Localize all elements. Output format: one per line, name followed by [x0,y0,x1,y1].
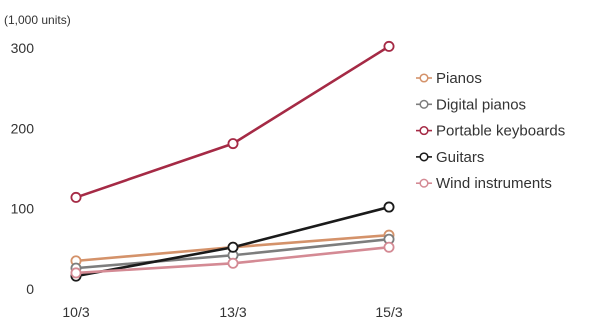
x-tick-label: 10/3 [62,304,89,320]
legend-item: Wind instruments [416,175,552,192]
series-line-2 [74,45,391,199]
data-point [70,267,82,279]
data-point [383,241,395,253]
data-point [70,191,82,203]
legend-item: Portable keyboards [416,123,565,140]
data-point [227,138,239,150]
y-tick-label: 0 [26,281,34,297]
series-lines [74,45,391,278]
y-tick-label: 300 [11,40,35,56]
legend-label: Digital pianos [436,96,526,113]
legend-swatch-marker [419,126,429,136]
legend-label: Guitars [436,149,484,166]
data-point [227,241,239,253]
x-tick-label: 13/3 [219,304,246,320]
legend: Pianos Digital pianos Portable keyboards Gu… [416,70,565,192]
x-tick-label: 15/3 [375,304,402,320]
y-axis-ticks: 0 100 200 300 [11,40,35,297]
legend-item: Digital pianos [416,96,526,113]
y-tick-label: 200 [11,120,35,136]
legend-label: Pianos [436,70,482,87]
legend-item: Guitars [416,149,484,166]
legend-item: Pianos [416,70,482,87]
y-axis-unit-label: (1,000 units) [4,13,71,27]
data-point [383,40,395,52]
legend-swatch-marker [419,99,429,109]
x-axis-ticks: 10/3 13/3 15/3 [62,304,402,320]
data-point [383,201,395,213]
data-point [227,257,239,269]
legend-swatch-marker [419,178,429,188]
legend-swatch-marker [419,152,429,162]
series-points [70,40,395,282]
y-tick-label: 100 [11,201,35,217]
legend-swatch-marker [419,73,429,83]
legend-label: Wind instruments [436,175,552,192]
legend-label: Portable keyboards [436,123,565,140]
